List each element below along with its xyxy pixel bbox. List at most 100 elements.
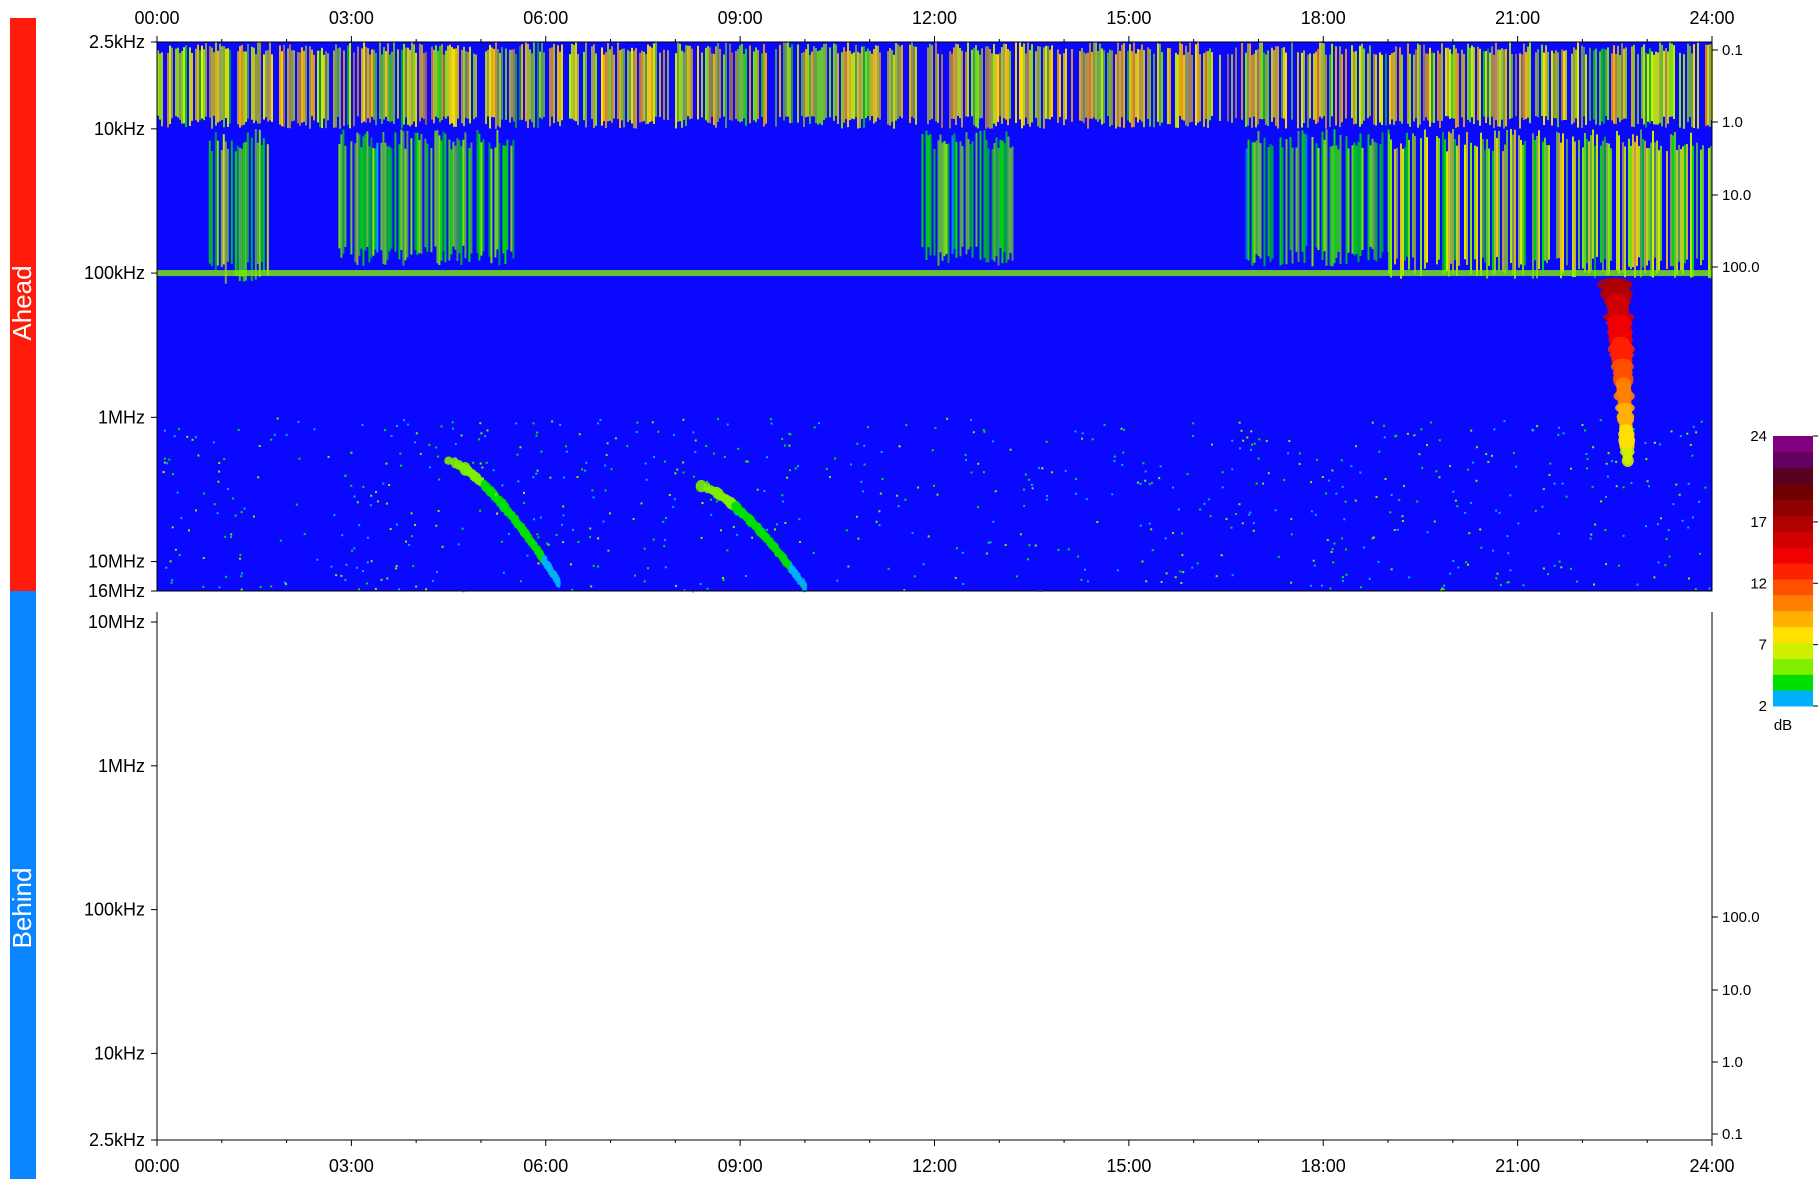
band-stripe	[909, 44, 911, 124]
band-stripe	[433, 49, 435, 124]
speckle	[279, 539, 282, 542]
speckle	[551, 420, 554, 423]
band-stripe	[335, 44, 337, 128]
band-stripe	[1339, 46, 1341, 128]
speckle	[1329, 587, 1332, 590]
band-stripe	[1279, 137, 1282, 266]
speckle	[565, 450, 568, 453]
speckle	[1398, 498, 1401, 501]
band-stripe	[380, 142, 383, 251]
speckle	[1633, 428, 1635, 431]
band-stripe	[1051, 45, 1053, 117]
band-stripe	[287, 48, 289, 128]
band-stripe	[1616, 131, 1618, 271]
band-stripe	[454, 145, 457, 250]
band-stripe	[1708, 148, 1710, 278]
speckle	[1345, 548, 1347, 551]
speckle	[218, 470, 220, 473]
speckle	[1570, 567, 1572, 570]
band-stripe	[370, 137, 373, 258]
speckle	[431, 579, 434, 582]
band-stripe	[1353, 142, 1356, 256]
speckle	[240, 511, 243, 514]
band-stripe	[743, 53, 745, 119]
speckle	[1653, 576, 1656, 579]
band-stripe	[1059, 54, 1061, 117]
band-stripe	[458, 140, 461, 254]
speckle	[405, 540, 407, 543]
speckle	[414, 441, 417, 444]
speckle	[1350, 465, 1353, 468]
band-stripe	[426, 143, 429, 252]
speckle	[435, 446, 438, 449]
speckle	[178, 554, 181, 556]
band-stripe	[1613, 45, 1615, 124]
band-stripe	[234, 151, 237, 276]
speckle	[1019, 533, 1022, 536]
band-stripe	[1091, 51, 1093, 119]
band-stripe	[1219, 54, 1221, 122]
speckle	[1238, 503, 1241, 506]
band-stripe	[1610, 148, 1612, 261]
speckle	[1475, 446, 1478, 449]
band-stripe	[1003, 43, 1005, 119]
speckle	[1372, 536, 1375, 539]
speckle	[562, 476, 565, 479]
band-stripe	[1537, 49, 1539, 118]
band-stripe	[1458, 134, 1460, 266]
band-stripe	[1545, 45, 1547, 117]
speckle	[1235, 513, 1237, 515]
speckle	[539, 516, 542, 519]
speckle	[540, 450, 543, 453]
speckle	[481, 466, 484, 469]
band-stripe	[1678, 145, 1680, 262]
band-stripe	[1491, 46, 1493, 117]
band-stripe	[1123, 43, 1125, 128]
band-stripe	[1005, 44, 1007, 120]
speckle	[1479, 528, 1482, 531]
speckle	[1377, 560, 1380, 563]
band-stripe	[1415, 49, 1417, 118]
band-stripe	[343, 50, 345, 126]
band-stripe	[843, 47, 845, 123]
band-stripe	[1139, 49, 1141, 120]
speckle	[1442, 588, 1445, 591]
band-stripe	[443, 54, 445, 117]
speckle	[358, 588, 360, 591]
time-tick-label-bottom: 06:00	[523, 1156, 568, 1176]
band-stripe	[897, 44, 899, 119]
band-stripe	[1485, 51, 1487, 123]
speckle	[751, 536, 754, 539]
band-stripe	[201, 45, 203, 119]
band-stripe	[494, 147, 497, 258]
behind-freq-tick-label: 2.5kHz	[89, 1130, 145, 1150]
speckle	[1240, 429, 1243, 432]
band-stripe	[321, 47, 323, 129]
speckle	[224, 535, 227, 538]
band-stripe	[1431, 52, 1433, 123]
band-stripe	[493, 48, 495, 118]
speckle	[723, 456, 726, 458]
band-stripe	[1493, 54, 1495, 129]
band-stripe	[1143, 50, 1145, 128]
speckle	[555, 533, 558, 536]
speckle	[1208, 498, 1211, 501]
band-stripe	[410, 138, 413, 255]
band-stripe	[1153, 53, 1155, 128]
band-stripe	[1353, 51, 1355, 125]
speckle	[225, 575, 228, 578]
band-stripe	[783, 42, 785, 121]
burst-segment	[802, 581, 808, 593]
band-stripe	[358, 134, 361, 256]
emission-band-4	[1245, 129, 1390, 267]
speckle	[1470, 429, 1473, 432]
speckle	[240, 575, 243, 578]
band-stripe	[959, 141, 962, 257]
band-stripe	[969, 144, 972, 247]
time-tick-label-top: 24:00	[1689, 8, 1734, 28]
band-stripe	[1307, 54, 1309, 128]
band-stripe	[504, 145, 507, 264]
band-stripe	[1665, 48, 1667, 128]
band-stripe	[1684, 144, 1686, 264]
speckle	[591, 489, 594, 492]
